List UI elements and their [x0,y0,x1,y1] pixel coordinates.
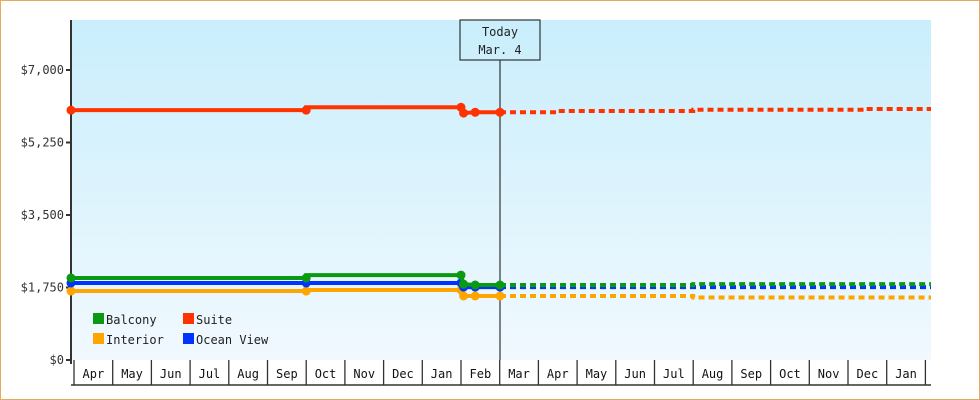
y-tick-label: $1,750 [21,281,64,295]
y-axis: $0 $1,750 $3,500 $5,250 $7,000 [21,20,72,367]
legend-label: Interior [106,333,164,347]
x-month-label: Dec [857,367,879,381]
data-point[interactable] [66,105,76,115]
x-month-label: Jan [431,367,453,381]
data-point[interactable] [66,286,76,296]
x-month-label: Feb [470,367,492,381]
legend-swatch [183,313,194,324]
x-month-label: Jan [895,367,917,381]
data-point[interactable] [456,270,466,280]
x-month-label: Apr [547,367,569,381]
y-tick-label: $3,500 [21,208,64,222]
x-month-label: Sep [276,367,298,381]
x-month-label: Aug [702,367,724,381]
legend-item-balcony: Balcony [93,313,157,327]
data-point[interactable] [301,286,311,296]
data-point[interactable] [301,105,311,115]
data-point[interactable] [459,279,469,289]
series-line-forecast [500,106,931,115]
x-month-label: Nov [353,367,375,381]
x-month-label: Oct [779,367,801,381]
legend-label: Suite [196,313,232,327]
legend-item-suite: Suite [183,313,232,327]
x-month-label: Jun [160,367,182,381]
data-point[interactable] [66,273,76,283]
x-month-label: Dec [392,367,414,381]
y-tick-label: $0 [50,353,64,367]
x-axis: Apr May Jun Jul Aug Sep Oct Nov Dec Jan Feb Mar Apr M… [71,360,931,386]
x-month-label: May [121,367,143,381]
x-month-label: Oct [315,367,337,381]
today-label: Today [482,25,518,39]
x-month-label: Mar [508,367,530,381]
legend-item-interior: Interior [93,333,164,347]
x-month-label: Jul [199,367,221,381]
series-line-forecast [500,293,931,300]
data-point[interactable] [459,108,469,118]
data-point[interactable] [301,273,311,283]
plot-area [71,20,931,360]
today-marker: Today Mar. 4 [459,19,541,360]
x-month-label: Jun [624,367,646,381]
legend-swatch [93,333,104,344]
y-tick-label: $7,000 [21,63,64,77]
legend: Balcony Suite Interior Ocean View [93,313,269,347]
today-box [459,19,541,61]
data-point[interactable] [470,280,480,290]
legend-swatch [93,313,104,324]
x-month-label: Aug [237,367,259,381]
data-point[interactable] [470,291,480,301]
series-line-forecast [500,282,931,288]
legend-label: Balcony [106,313,157,327]
legend-item-ocean-view: Ocean View [183,333,269,347]
x-month-label: Apr [83,367,105,381]
legend-label: Ocean View [196,333,269,347]
data-point[interactable] [459,291,469,301]
legend-swatch [183,333,194,344]
today-date: Mar. 4 [478,43,521,57]
data-point[interactable] [470,107,480,117]
y-tick-label: $5,250 [21,136,64,150]
x-month-label: Nov [818,367,840,381]
x-month-label: May [586,367,608,381]
series-lines [66,102,931,301]
x-month-label: Sep [740,367,762,381]
x-month-label: Jul [663,367,685,381]
